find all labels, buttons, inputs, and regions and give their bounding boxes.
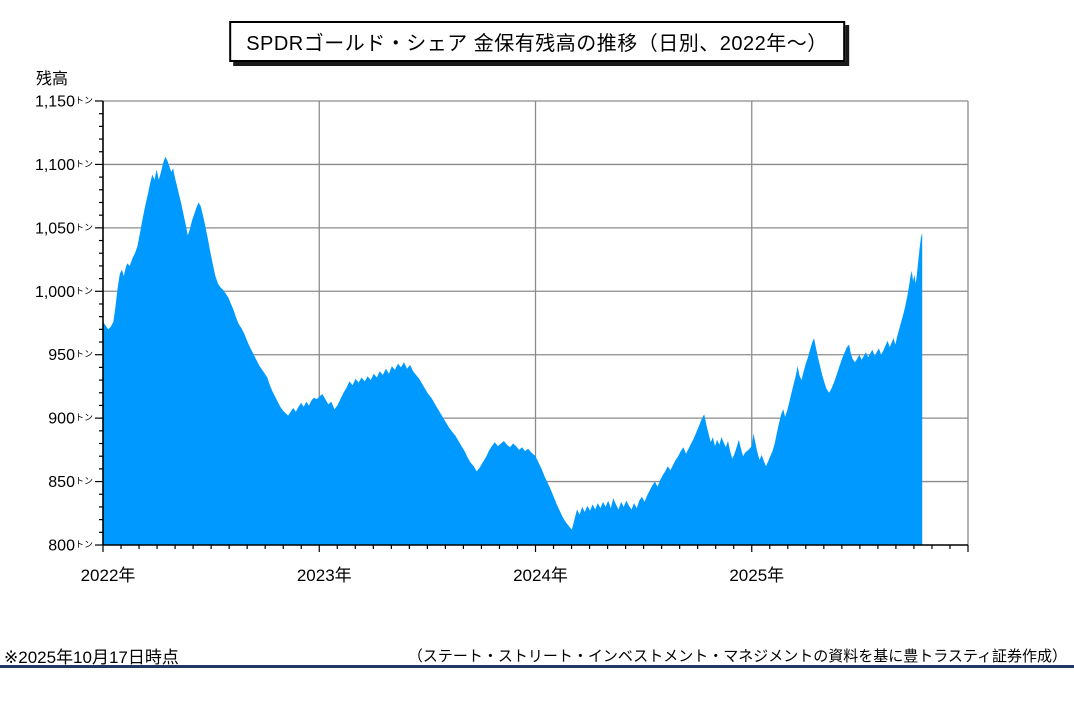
as-of-note: ※2025年10月17日時点	[4, 648, 179, 667]
x-tick-label: 2024年	[513, 566, 568, 585]
y-tick-label: 1,150トン	[35, 94, 93, 111]
footer-rule	[0, 665, 1074, 668]
y-tick-label: 1,050トン	[35, 220, 93, 237]
source-credit: （ステート・ストリート・インベストメント・マネジメントの資料を基に豊トラスティ証…	[407, 648, 1067, 665]
y-tick-label: 900トン	[48, 411, 93, 428]
y-axis-title: 残高	[36, 70, 68, 88]
x-tick-label: 2025年	[729, 566, 784, 585]
gold-holdings-area-chart: 800トン 850トン 900トン 950トン 1,000トン 1,050トン 1,100ト…	[35, 70, 969, 585]
y-tick-label: 950トン	[48, 347, 93, 364]
y-tick-label: 1,100トン	[35, 157, 93, 174]
x-tick-label: 2022年	[81, 566, 136, 585]
area-series	[103, 156, 923, 546]
chart-title: SPDRゴールド・シェア 金保有残高の推移（日別、2022年～）	[246, 33, 828, 55]
y-tick-label: 800トン	[48, 538, 93, 555]
chart-title-box: SPDRゴールド・シェア 金保有残高の推移（日別、2022年～）	[229, 21, 845, 62]
x-tick-label: 2023年	[297, 566, 352, 585]
y-tick-label: 1,000トン	[35, 284, 93, 301]
y-tick-label: 850トン	[48, 474, 93, 491]
